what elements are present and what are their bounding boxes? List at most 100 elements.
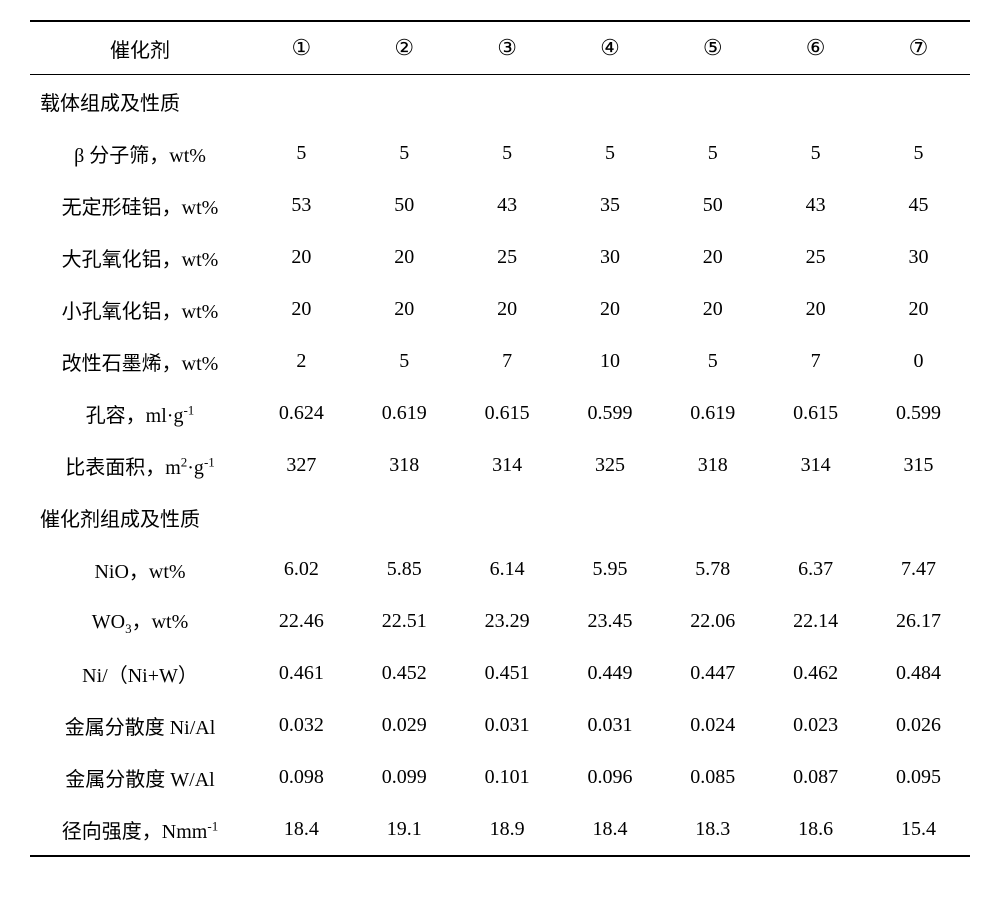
carrier-row-7-cell-5: 318	[661, 439, 764, 491]
catalyst-row-3-cell-4: 0.449	[559, 647, 662, 699]
carrier-row-7-cell-3: 314	[456, 439, 559, 491]
catalyst-table: 催化剂 ① ② ③ ④ ⑤ ⑥ ⑦ 载体组成及性质β 分子筛，wt%555555…	[30, 20, 970, 857]
catalyst-row-5-cell-2: 0.099	[353, 751, 456, 803]
catalyst-row-2-cell-2: 22.51	[353, 595, 456, 647]
catalyst-row-4-cell-5: 0.024	[661, 699, 764, 751]
carrier-row-5-cell-7: 0	[867, 335, 970, 387]
header-col-3: ③	[456, 21, 559, 75]
catalyst-row-1-label: NiO，wt%	[30, 543, 250, 595]
catalyst-row-2-label: WO3，wt%	[30, 595, 250, 647]
carrier-row-7: 比表面积，m2·g-1327318314325318314315	[30, 439, 970, 491]
catalyst-row-1-cell-2: 5.85	[353, 543, 456, 595]
carrier-row-4-cell-2: 20	[353, 283, 456, 335]
empty-cell	[867, 75, 970, 128]
carrier-row-3-cell-4: 30	[559, 231, 662, 283]
header-col-2: ②	[353, 21, 456, 75]
header-col-6: ⑥	[764, 21, 867, 75]
carrier-row-6-label: 孔容，ml·g-1	[30, 387, 250, 439]
carrier-row-1-cell-5: 5	[661, 127, 764, 179]
table-body: 载体组成及性质β 分子筛，wt%5555555无定形硅铝，wt%53504335…	[30, 75, 970, 857]
catalyst-row-3-cell-7: 0.484	[867, 647, 970, 699]
carrier-row-7-cell-7: 315	[867, 439, 970, 491]
carrier-row-4-label: 小孔氧化铝，wt%	[30, 283, 250, 335]
catalyst-row-2-cell-4: 23.45	[559, 595, 662, 647]
catalyst-row-3: Ni/（Ni+W）0.4610.4520.4510.4490.4470.4620…	[30, 647, 970, 699]
header-col-1: ①	[250, 21, 353, 75]
carrier-row-3-cell-3: 25	[456, 231, 559, 283]
carrier-row-1-cell-3: 5	[456, 127, 559, 179]
catalyst-row-6-cell-6: 18.6	[764, 803, 867, 856]
catalyst-row-4-label: 金属分散度 Ni/Al	[30, 699, 250, 751]
carrier-row-2-cell-6: 43	[764, 179, 867, 231]
empty-cell	[353, 491, 456, 543]
carrier-row-7-cell-4: 325	[559, 439, 662, 491]
catalyst-row-5-cell-4: 0.096	[559, 751, 662, 803]
catalyst-row-5-cell-5: 0.085	[661, 751, 764, 803]
carrier-row-6-cell-6: 0.615	[764, 387, 867, 439]
catalyst-row-4-cell-3: 0.031	[456, 699, 559, 751]
table-header-row: 催化剂 ① ② ③ ④ ⑤ ⑥ ⑦	[30, 21, 970, 75]
carrier-row-5-cell-4: 10	[559, 335, 662, 387]
empty-cell	[764, 491, 867, 543]
empty-cell	[764, 75, 867, 128]
carrier-row-5-label: 改性石墨烯，wt%	[30, 335, 250, 387]
carrier-row-3-cell-2: 20	[353, 231, 456, 283]
carrier-row-3-label: 大孔氧化铝，wt%	[30, 231, 250, 283]
carrier-row-4-cell-1: 20	[250, 283, 353, 335]
carrier-row-4-cell-5: 20	[661, 283, 764, 335]
carrier-row-1: β 分子筛，wt%5555555	[30, 127, 970, 179]
carrier-row-1-cell-7: 5	[867, 127, 970, 179]
catalyst-row-4: 金属分散度 Ni/Al0.0320.0290.0310.0310.0240.02…	[30, 699, 970, 751]
header-col-4: ④	[559, 21, 662, 75]
carrier-row-5-cell-1: 2	[250, 335, 353, 387]
carrier-row-6-cell-7: 0.599	[867, 387, 970, 439]
carrier-row-2-cell-3: 43	[456, 179, 559, 231]
empty-cell	[559, 75, 662, 128]
catalyst-row-1-cell-3: 6.14	[456, 543, 559, 595]
header-label: 催化剂	[30, 21, 250, 75]
carrier-row-1-label: β 分子筛，wt%	[30, 127, 250, 179]
catalyst-row-4-cell-1: 0.032	[250, 699, 353, 751]
empty-cell	[250, 491, 353, 543]
catalyst-row-4-cell-7: 0.026	[867, 699, 970, 751]
catalyst-row-6-label: 径向强度，Nmm-1	[30, 803, 250, 856]
header-col-7: ⑦	[867, 21, 970, 75]
section-carrier: 载体组成及性质	[30, 75, 970, 128]
catalyst-row-2-cell-3: 23.29	[456, 595, 559, 647]
catalyst-row-1-cell-5: 5.78	[661, 543, 764, 595]
carrier-row-5-cell-2: 5	[353, 335, 456, 387]
empty-cell	[456, 75, 559, 128]
catalyst-row-6-cell-4: 18.4	[559, 803, 662, 856]
carrier-row-1-cell-1: 5	[250, 127, 353, 179]
header-col-5: ⑤	[661, 21, 764, 75]
empty-cell	[661, 491, 764, 543]
carrier-row-3-cell-7: 30	[867, 231, 970, 283]
catalyst-row-1-cell-7: 7.47	[867, 543, 970, 595]
carrier-row-6-cell-4: 0.599	[559, 387, 662, 439]
carrier-row-2-label: 无定形硅铝，wt%	[30, 179, 250, 231]
carrier-row-2-cell-7: 45	[867, 179, 970, 231]
carrier-row-3-cell-1: 20	[250, 231, 353, 283]
carrier-row-7-cell-6: 314	[764, 439, 867, 491]
catalyst-row-3-cell-5: 0.447	[661, 647, 764, 699]
catalyst-row-5-cell-6: 0.087	[764, 751, 867, 803]
carrier-row-3-cell-5: 20	[661, 231, 764, 283]
catalyst-row-3-cell-2: 0.452	[353, 647, 456, 699]
catalyst-row-4-cell-2: 0.029	[353, 699, 456, 751]
carrier-row-4: 小孔氧化铝，wt%20202020202020	[30, 283, 970, 335]
catalyst-row-3-cell-6: 0.462	[764, 647, 867, 699]
empty-cell	[250, 75, 353, 128]
carrier-row-2-cell-1: 53	[250, 179, 353, 231]
catalyst-row-3-cell-1: 0.461	[250, 647, 353, 699]
carrier-row-5-cell-5: 5	[661, 335, 764, 387]
catalyst-row-5-label: 金属分散度 W/Al	[30, 751, 250, 803]
section-catalyst-label: 催化剂组成及性质	[30, 491, 250, 543]
carrier-row-7-cell-1: 327	[250, 439, 353, 491]
carrier-row-5: 改性石墨烯，wt%25710570	[30, 335, 970, 387]
empty-cell	[559, 491, 662, 543]
catalyst-row-5-cell-1: 0.098	[250, 751, 353, 803]
empty-cell	[867, 491, 970, 543]
catalyst-row-2-cell-5: 22.06	[661, 595, 764, 647]
catalyst-row-5-cell-7: 0.095	[867, 751, 970, 803]
catalyst-row-4-cell-4: 0.031	[559, 699, 662, 751]
